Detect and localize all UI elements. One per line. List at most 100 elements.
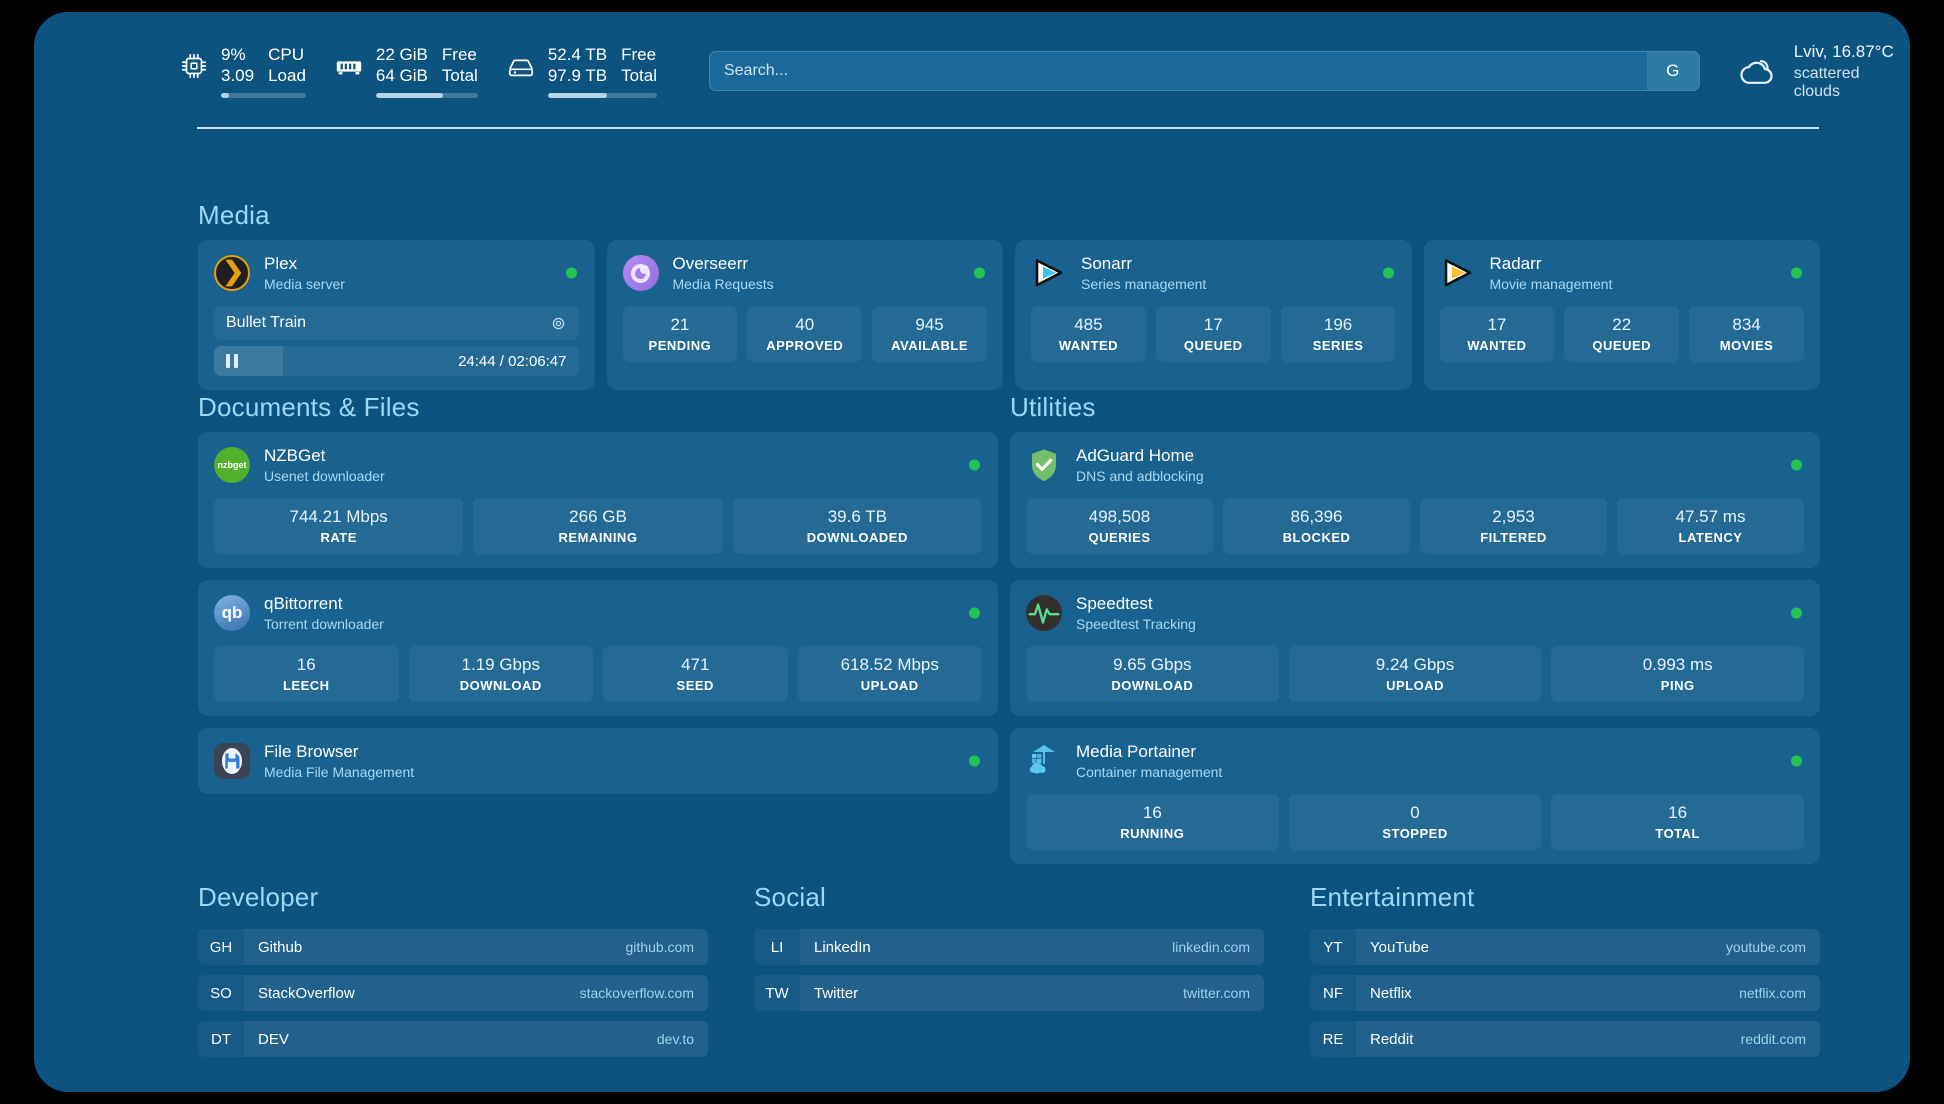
cpu-icon <box>179 51 209 81</box>
stat-label: QUEUED <box>1183 338 1243 353</box>
status-badge <box>974 267 985 279</box>
stat-label: MOVIES <box>1719 338 1774 353</box>
stat-tile: 0.993 ms PING <box>1551 646 1805 702</box>
sysinfo-value-top: 52.4 TB <box>547 45 608 64</box>
bookmark-body: Twitter twitter.com <box>800 975 1264 1011</box>
service-card[interactable]: File Browser Media File Management <box>198 728 998 794</box>
sysinfo-value-bottom: 64 GiB <box>375 66 428 85</box>
stat-label: UPLOAD <box>1386 678 1444 693</box>
stat-label: DOWNLOAD <box>1111 678 1194 693</box>
stat-value: 16 <box>296 655 316 674</box>
stat-label: FILTERED <box>1480 530 1547 545</box>
stat-value: 17 <box>1203 315 1223 334</box>
stat-value: 9.65 Gbps <box>1113 655 1192 674</box>
bookmark-body: Github github.com <box>244 929 708 965</box>
stat-label: DOWNLOADED <box>806 530 908 545</box>
qbittorrent-icon: qb <box>214 595 250 631</box>
section-title-utilities: Utilities <box>1010 392 1096 422</box>
bookmark-item[interactable]: LI LinkedIn linkedin.com <box>754 929 1264 965</box>
stat-label: APPROVED <box>766 338 844 353</box>
stat-tile: 2,953 FILTERED <box>1420 498 1607 554</box>
sysinfo-value-top: 9% <box>221 45 246 64</box>
service-card[interactable]: Radarr Movie management 17 WANTED 22 QUEU… <box>1423 240 1820 390</box>
plex-icon <box>214 255 250 291</box>
service-name: qBittorrent <box>264 594 343 613</box>
bookmark-list: YT YouTube youtube.com NF Netflix netfli… <box>1310 929 1820 1057</box>
status-badge <box>969 755 980 767</box>
service-card[interactable]: nzbget NZBGet Usenet downloader 744.21 M… <box>198 432 998 568</box>
bookmark-url: github.com <box>625 939 694 955</box>
filebrowser-icon <box>214 743 250 779</box>
bookmark-name: Reddit <box>1370 1030 1414 1048</box>
bookmark-item[interactable]: YT YouTube youtube.com <box>1310 929 1820 965</box>
nzbget-icon: nzbget <box>214 447 250 483</box>
service-card[interactable]: Plex Media server Bullet Train 24:44 / 0… <box>198 240 595 390</box>
bookmark-url: dev.to <box>656 1031 694 1047</box>
search-engine-button[interactable]: G <box>1646 52 1699 90</box>
status-badge <box>1791 459 1802 471</box>
bookmark-item[interactable]: NF Netflix netflix.com <box>1310 975 1820 1011</box>
stat-value: 16 <box>1668 803 1688 822</box>
media-cards-row: Plex Media server Bullet Train 24:44 / 0… <box>198 240 1820 390</box>
service-name: Speedtest <box>1076 594 1153 613</box>
stat-value: 0 <box>1410 803 1420 822</box>
pause-icon[interactable] <box>226 354 238 368</box>
stat-value: 618.52 Mbps <box>840 655 939 674</box>
bookmarks-area: Developer GH Github github.com SO StackOv… <box>198 882 1820 1057</box>
stat-value: 47.57 ms <box>1675 507 1746 526</box>
bookmark-list: GH Github github.com SO StackOverflow st… <box>198 929 708 1057</box>
stat-value: 945 <box>915 315 944 334</box>
now-playing-title: Bullet Train <box>226 314 307 331</box>
service-subtitle: Series management <box>1081 276 1207 292</box>
service-stats: 744.21 Mbps RATE 266 GB REMAINING 39.6 TB … <box>214 498 982 554</box>
stat-tile: 9.65 Gbps DOWNLOAD <box>1026 646 1279 702</box>
radarr-icon <box>1440 255 1476 291</box>
bookmark-abbr: SO <box>198 975 244 1011</box>
service-card[interactable]: Sonarr Series management 485 WANTED 17 QU… <box>1015 240 1412 390</box>
bookmark-item[interactable]: RE Reddit reddit.com <box>1310 1021 1820 1057</box>
bookmark-abbr: GH <box>198 929 244 965</box>
service-stats: 21 PENDING 40 APPROVED 945 AVAILABLE <box>622 306 988 362</box>
service-name: Radarr <box>1489 254 1542 273</box>
stat-tile: 40 APPROVED <box>747 306 863 362</box>
search-bar[interactable]: G <box>708 51 1700 91</box>
bookmark-abbr: NF <box>1310 975 1356 1011</box>
service-stats: 498,508 QUERIES 86,396 BLOCKED 2,953 FILTE… <box>1026 498 1804 554</box>
sysinfo-value-bottom: 3.09 <box>221 66 255 85</box>
bookmark-group: Social LI LinkedIn linkedin.com TW Twitte… <box>754 882 1264 1057</box>
stat-tile: 16 LEECH <box>214 646 399 702</box>
sysinfo-memory: 22 GiB 64 GiB Free Total <box>320 44 492 98</box>
gear-icon[interactable] <box>550 315 567 332</box>
service-card[interactable]: AdGuard Home DNS and adblocking 498,508 … <box>1010 432 1820 568</box>
stat-tile: 17 QUEUED <box>1155 306 1271 362</box>
service-card[interactable]: Overseerr Media Requests 21 PENDING 40 AP… <box>606 240 1003 390</box>
service-card[interactable]: Media Portainer Container management 16 … <box>1010 728 1820 864</box>
stat-tile: 471 SEED <box>603 646 788 702</box>
status-badge <box>565 267 577 279</box>
header-divider <box>197 127 1819 129</box>
service-subtitle: Movie management <box>1489 276 1613 292</box>
stat-tile: 16 RUNNING <box>1026 794 1279 850</box>
service-card[interactable]: Speedtest Speedtest Tracking 9.65 Gbps D… <box>1010 580 1820 716</box>
status-badge <box>969 459 980 471</box>
stat-label: BLOCKED <box>1282 530 1351 545</box>
service-subtitle: DNS and adblocking <box>1076 468 1204 484</box>
bookmark-group-title: Entertainment <box>1310 882 1475 912</box>
now-playing-progress[interactable]: 24:44 / 02:06:47 <box>214 346 579 376</box>
search-input[interactable] <box>709 52 1647 90</box>
bookmark-item[interactable]: TW Twitter twitter.com <box>754 975 1264 1011</box>
sysinfo-label-top: CPU <box>268 45 304 64</box>
service-card-header: qb qBittorrent Torrent downloader <box>214 594 982 632</box>
stat-label: STOPPED <box>1382 826 1448 841</box>
disk-icon <box>506 51 536 81</box>
service-card[interactable]: qb qBittorrent Torrent downloader 16 LEE… <box>198 580 998 716</box>
bookmark-item[interactable]: SO StackOverflow stackoverflow.com <box>198 975 708 1011</box>
stat-tile: 945 AVAILABLE <box>872 306 987 362</box>
stat-value: 471 <box>681 655 710 674</box>
bookmark-item[interactable]: DT DEV dev.to <box>198 1021 708 1057</box>
sysinfo-progress-bar <box>221 93 306 98</box>
bookmark-item[interactable]: GH Github github.com <box>198 929 708 965</box>
sysinfo-label-top: Free <box>441 45 477 64</box>
bookmark-abbr: YT <box>1310 929 1356 965</box>
service-name: Sonarr <box>1081 254 1133 273</box>
